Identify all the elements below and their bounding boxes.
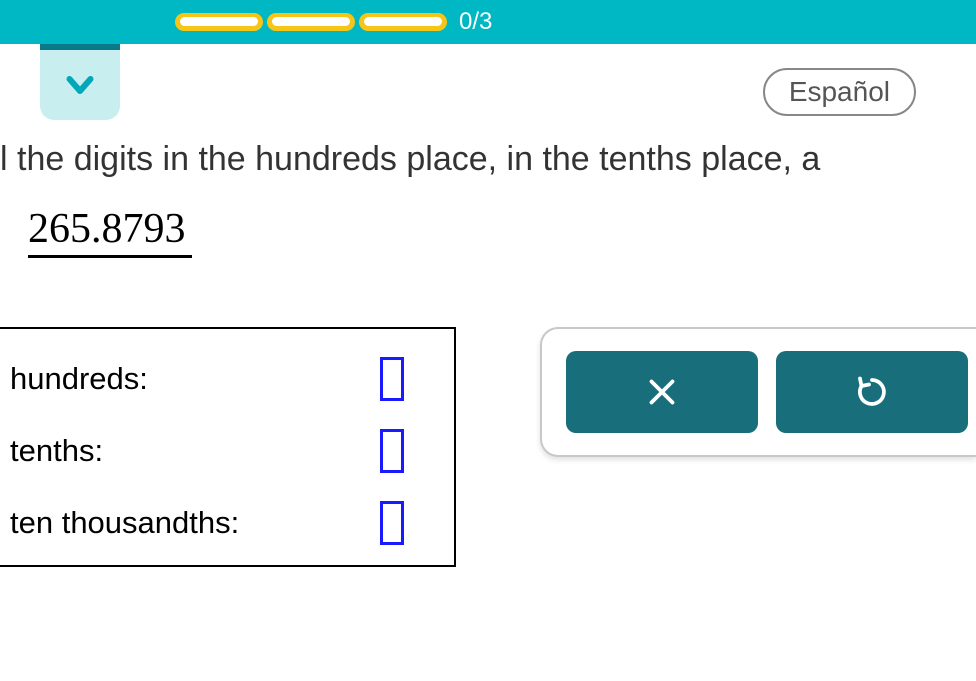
progress-segment-1 bbox=[175, 13, 263, 31]
action-panel bbox=[540, 327, 976, 457]
ten-thousandths-input[interactable] bbox=[380, 501, 404, 545]
tenths-input[interactable] bbox=[380, 429, 404, 473]
language-button[interactable]: Español bbox=[763, 68, 916, 116]
chevron-down-icon bbox=[62, 67, 98, 103]
reset-button[interactable] bbox=[776, 351, 968, 433]
answer-box: hundreds: tenths: ten thousandths: bbox=[0, 327, 456, 567]
progress-indicator: 0/3 bbox=[175, 8, 492, 36]
answer-row-tenths: tenths: bbox=[10, 415, 436, 487]
question-number: 265.8793 bbox=[28, 205, 192, 258]
progress-segment-3 bbox=[359, 13, 447, 31]
close-icon bbox=[644, 374, 680, 410]
dropdown-toggle[interactable] bbox=[40, 44, 120, 120]
answer-label: ten thousandths: bbox=[10, 505, 239, 541]
header-bar: 0/3 bbox=[0, 0, 976, 44]
answer-row-hundreds: hundreds: bbox=[10, 343, 436, 415]
undo-icon bbox=[854, 374, 890, 410]
question-text: l the digits in the hundreds place, in t… bbox=[0, 140, 820, 179]
answer-row-ten-thousandths: ten thousandths: bbox=[10, 487, 436, 559]
progress-text: 0/3 bbox=[459, 8, 492, 36]
hundreds-input[interactable] bbox=[380, 357, 404, 401]
answer-label: hundreds: bbox=[10, 361, 148, 397]
answer-label: tenths: bbox=[10, 433, 103, 469]
progress-segment-2 bbox=[267, 13, 355, 31]
close-button[interactable] bbox=[566, 351, 758, 433]
